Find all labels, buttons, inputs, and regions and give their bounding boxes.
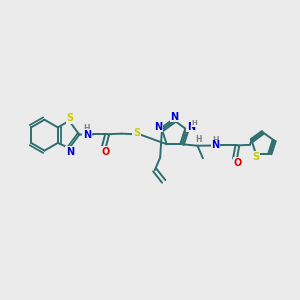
Text: H: H <box>195 135 201 144</box>
Text: H: H <box>212 136 219 145</box>
Text: N: N <box>187 122 195 132</box>
Text: N: N <box>154 122 162 132</box>
Text: O: O <box>233 158 242 168</box>
Text: S: S <box>133 128 140 138</box>
Text: N: N <box>211 140 219 150</box>
Text: S: S <box>253 152 260 162</box>
Text: O: O <box>101 147 110 157</box>
Text: H: H <box>191 120 197 126</box>
Text: N: N <box>66 147 74 157</box>
Text: N: N <box>83 130 91 140</box>
Text: H: H <box>84 124 90 134</box>
Text: S: S <box>66 113 73 123</box>
Text: N: N <box>170 112 178 122</box>
